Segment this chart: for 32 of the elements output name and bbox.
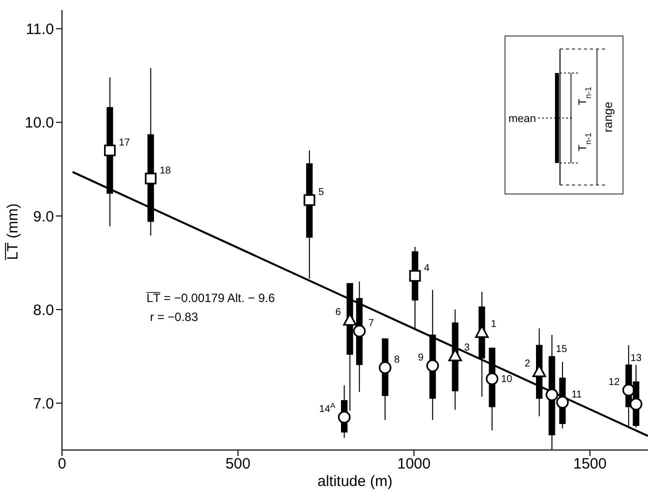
annotation: 18 <box>160 166 172 177</box>
annotation: 10 <box>501 374 513 385</box>
x-tick-label: 500 <box>225 456 250 473</box>
annotation: 2 <box>524 358 531 370</box>
y-tick-label: 7.0 <box>33 396 54 413</box>
annotation: mean <box>508 113 536 125</box>
y-tick-label: 9.0 <box>33 208 54 226</box>
y-tick-label: 11.0 <box>26 21 54 38</box>
annotation: 7 <box>368 318 374 330</box>
y-tick-label: 8.0 <box>33 302 54 319</box>
annotation: 3 <box>464 342 470 354</box>
x-axis-title: altitude (m) <box>317 473 393 490</box>
x-tick-label: 1500 <box>573 456 607 473</box>
annotation: 4 <box>424 262 430 274</box>
annotation: 15 <box>556 344 568 355</box>
annotation: 1 <box>490 319 497 330</box>
y-axis-title: L̅T̅ (mm) <box>4 203 22 261</box>
annotation: 9 <box>418 352 424 364</box>
annotation: 6 <box>335 306 342 318</box>
annotation: 14$^{A}$ <box>319 400 336 416</box>
annotation: range <box>601 101 615 132</box>
annotation: r = −0.83 <box>150 310 198 324</box>
annotation: 17 <box>118 137 130 148</box>
annotation: 8 <box>394 354 400 366</box>
x-tick-label: 0 <box>58 456 66 473</box>
annotation: 5 <box>318 187 324 198</box>
annotation: 11 <box>571 389 582 400</box>
y-tick-label: 10.0 <box>24 114 54 132</box>
annotation: 13 <box>630 353 642 364</box>
x-tick-label: 1000 <box>397 456 431 473</box>
annotation: 12 <box>608 377 620 388</box>
annotation: L̅T̅ = −0.00179 Alt. − 9.6 <box>146 291 276 306</box>
